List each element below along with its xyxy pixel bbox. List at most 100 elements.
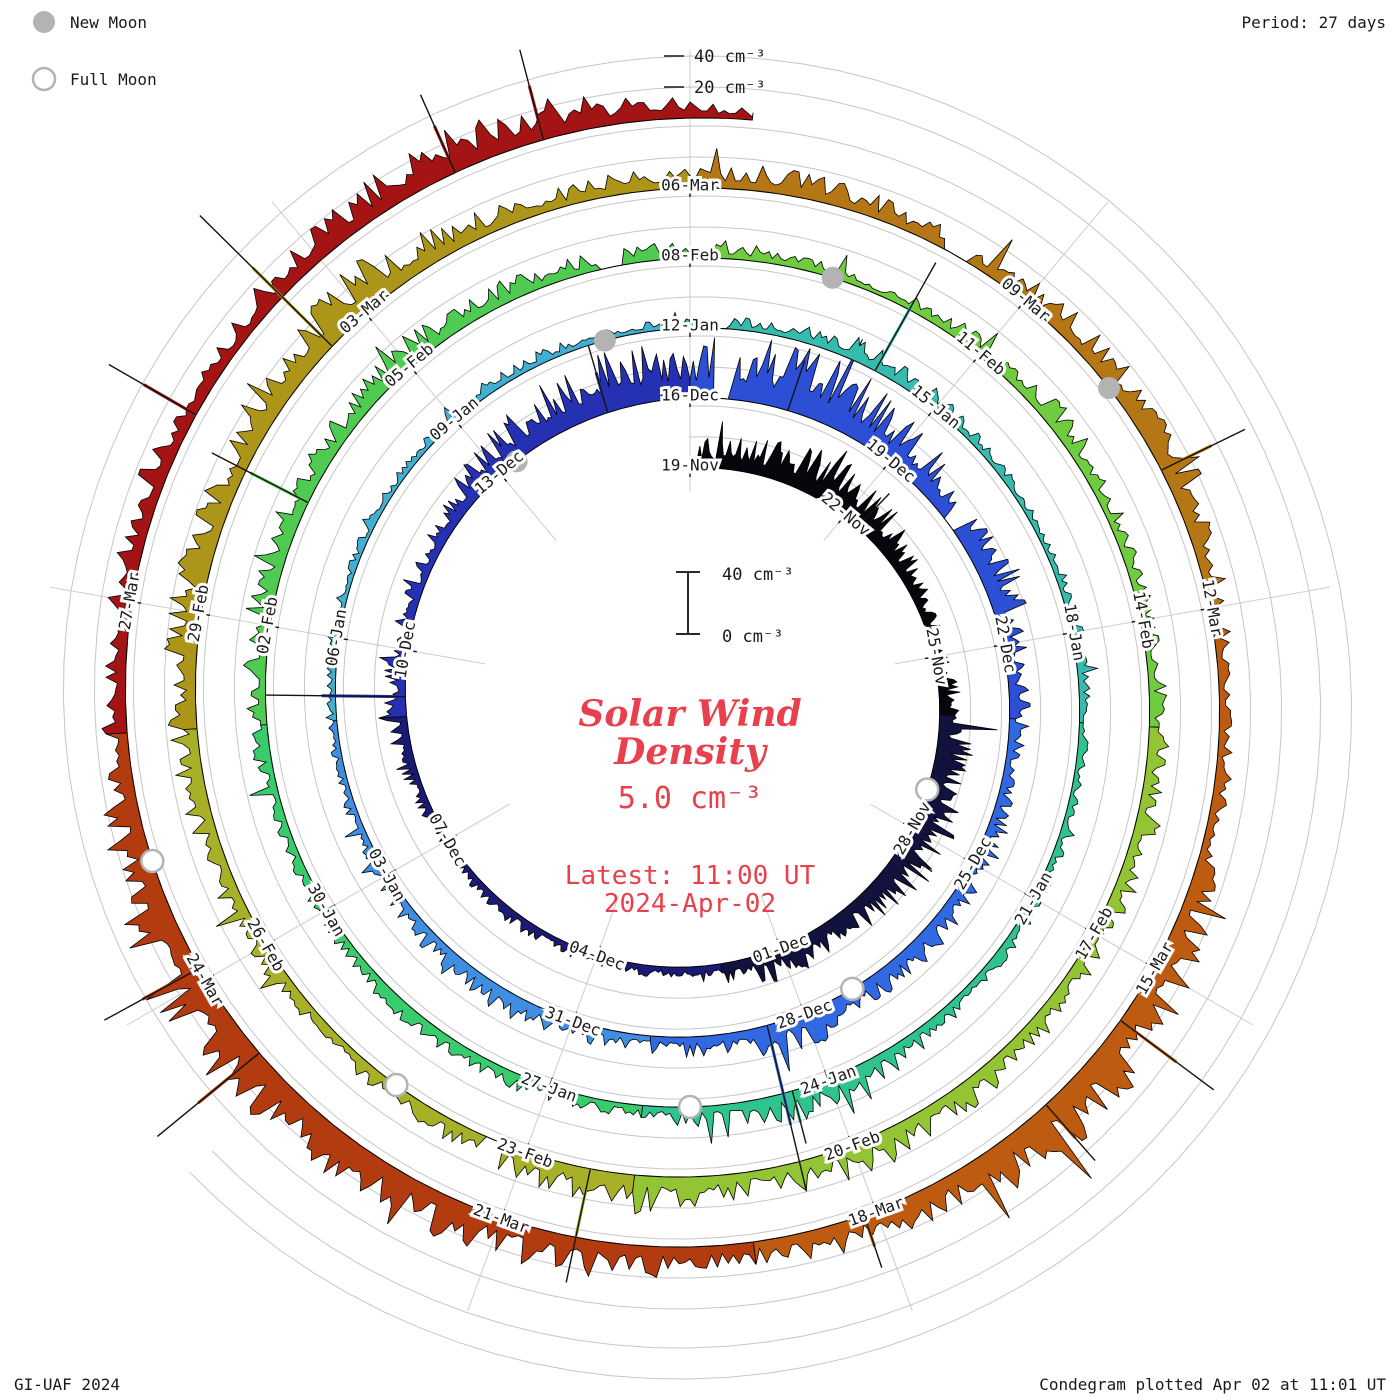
chart-title-line1: Solar Wind <box>578 693 801 735</box>
date-label: 19-Nov <box>661 456 719 475</box>
density-spike-line <box>766 1025 808 1192</box>
date-label: 06-Mar <box>661 176 719 195</box>
density-spike-line <box>791 1090 807 1144</box>
new-moon-legend-icon <box>33 11 55 33</box>
new-moon-marker <box>821 266 844 289</box>
density-spike-line <box>874 262 937 372</box>
new-moon-marker <box>593 329 616 352</box>
date-tick <box>404 360 418 375</box>
grid-spiral-40 <box>62 55 1353 1380</box>
moon-legend: New Moon Full Moon <box>31 11 157 92</box>
date-tick <box>963 857 980 868</box>
current-value: 5.0 cm⁻³ <box>618 781 763 816</box>
date-label: 10-Dec <box>391 620 420 680</box>
date-tick <box>848 1135 856 1154</box>
date-label: 08-Feb <box>661 246 719 265</box>
density-series-segment <box>169 728 635 1202</box>
grid-spoke <box>823 201 1109 541</box>
date-label: 31-Dec <box>543 1002 604 1040</box>
date-tick <box>261 623 280 629</box>
full-moon-marker <box>140 848 165 874</box>
density-spike-line <box>565 1168 592 1283</box>
density-spike-line <box>898 847 933 873</box>
date-tick <box>1145 962 1162 973</box>
density-spike-line <box>108 363 197 416</box>
date-tick <box>319 904 336 915</box>
date-tick <box>1062 630 1081 635</box>
density-series-segment <box>249 724 644 1118</box>
date-tick <box>359 306 373 322</box>
date-label: 03-Jan <box>364 845 409 905</box>
density-spike-line <box>587 345 609 413</box>
date-tick <box>192 611 211 617</box>
density-series-segment <box>101 95 754 735</box>
chart-title-line2: Density <box>613 731 768 773</box>
date-tick <box>449 413 463 429</box>
date-tick <box>569 1011 578 1030</box>
date-tick <box>198 974 215 985</box>
date-tick <box>993 642 1012 648</box>
date-tick <box>494 467 508 482</box>
date-label: 25-Nov <box>922 626 951 686</box>
date-tick <box>440 834 457 845</box>
outer-scale-label-20: 20 cm⁻³ <box>694 78 766 98</box>
date-label: 26-Feb <box>243 915 288 975</box>
date-tick <box>872 1201 880 1220</box>
period-label: Period: 27 days <box>1242 13 1387 32</box>
date-tick <box>776 938 784 956</box>
date-label: 16-Dec <box>661 386 719 405</box>
full-moon-legend-icon <box>31 66 57 92</box>
center-scale-bar: 40 cm⁻³ 0 cm⁻³ <box>676 565 794 647</box>
date-label: 09-Mar <box>998 274 1055 326</box>
density-spike-line <box>863 1214 883 1268</box>
date-tick <box>398 648 417 653</box>
credit-label: GI-UAF 2024 <box>14 1375 120 1394</box>
date-label: 18-Jan <box>1060 602 1089 662</box>
density-series-segment <box>242 242 691 726</box>
plotted-note: Condegram plotted Apr 02 at 11:01 UT <box>1039 1375 1386 1394</box>
date-label: 04-Dec <box>567 937 628 975</box>
date-label: 22-Dec <box>991 614 1020 674</box>
date-tick <box>924 654 943 660</box>
date-tick <box>329 635 348 641</box>
density-spike-line <box>211 452 309 504</box>
density-spike-line <box>419 94 456 173</box>
density-spike-line <box>1045 1104 1096 1162</box>
density-series-segment <box>378 346 691 719</box>
full-moon-legend-label: Full Moon <box>70 70 157 89</box>
date-tick <box>824 1070 832 1088</box>
density-spike-line <box>787 360 806 411</box>
date-label: 30-Jan <box>304 880 349 940</box>
density-spike-line <box>1120 1019 1215 1091</box>
date-tick <box>1017 294 1031 310</box>
date-tick <box>258 939 275 950</box>
scale-bar-bottom-label: 0 cm⁻³ <box>722 627 783 647</box>
date-label: 27-Mar <box>115 571 144 632</box>
scale-bar-top-label: 40 cm⁻³ <box>722 565 794 585</box>
outer-scale-label-40: 40 cm⁻³ <box>694 47 766 67</box>
full-moon-marker <box>384 1072 409 1098</box>
new-moon-marker <box>505 450 528 473</box>
date-label: 12-Jan <box>661 316 719 335</box>
date-tick <box>902 822 920 833</box>
date-tick <box>123 599 142 604</box>
date-tick <box>800 1004 808 1022</box>
density-spike-line <box>104 967 200 1021</box>
center-annotations: Solar Wind Density 5.0 cm⁻³ Latest: 11:0… <box>565 693 816 919</box>
date-tick <box>1024 892 1041 903</box>
new-moon-legend-label: New Moon <box>70 13 147 32</box>
density-spike-line <box>519 49 545 140</box>
date-tick <box>593 945 602 964</box>
full-moon-marker <box>677 1094 703 1120</box>
date-tick <box>837 508 851 524</box>
density-spike-line <box>265 694 406 698</box>
date-tick <box>1084 927 1102 938</box>
date-label: 09-Jan <box>426 393 482 445</box>
date-label: 21-Jan <box>1011 868 1056 928</box>
date-label: 25-Dec <box>950 833 995 893</box>
date-tick <box>497 1208 506 1227</box>
density-spike-line <box>856 493 890 528</box>
date-tick <box>972 348 986 363</box>
date-label: 02-Feb <box>253 595 282 655</box>
